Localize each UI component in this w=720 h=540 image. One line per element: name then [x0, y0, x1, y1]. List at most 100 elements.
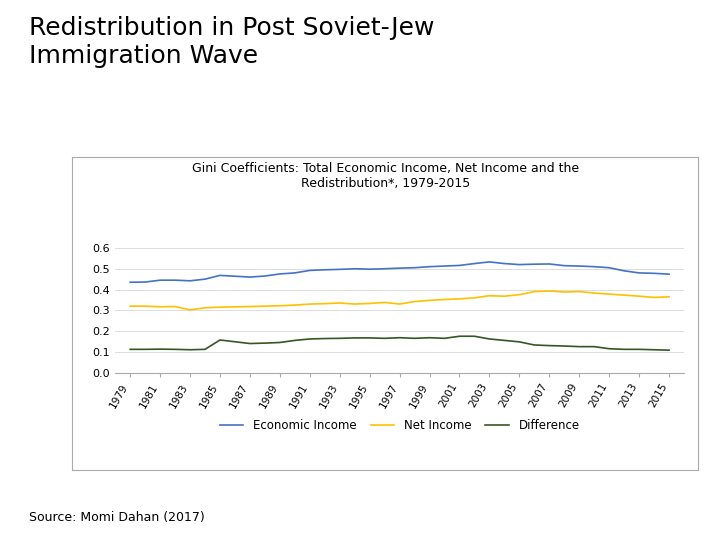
Economic Income	[500, 260, 509, 267]
Difference	[665, 347, 673, 353]
Net Income	[575, 288, 583, 295]
Economic Income	[290, 269, 299, 276]
Difference	[276, 339, 284, 346]
Net Income	[395, 301, 404, 307]
Difference	[141, 346, 150, 353]
Economic Income	[575, 263, 583, 269]
Net Income	[440, 296, 449, 303]
Net Income	[635, 293, 644, 299]
Economic Income	[336, 266, 344, 273]
Economic Income	[261, 273, 269, 279]
Difference	[290, 337, 299, 343]
Net Income	[515, 292, 523, 298]
Difference	[365, 335, 374, 341]
Difference	[336, 335, 344, 342]
Difference	[590, 343, 598, 350]
Net Income	[545, 288, 554, 294]
Difference	[380, 335, 389, 342]
Economic Income	[665, 271, 673, 278]
Economic Income	[410, 265, 419, 271]
Line: Difference: Difference	[130, 336, 669, 350]
Economic Income	[156, 277, 164, 284]
Economic Income	[320, 267, 329, 273]
Net Income	[156, 303, 164, 310]
Economic Income	[590, 264, 598, 270]
Economic Income	[186, 278, 194, 284]
Net Income	[351, 301, 359, 307]
Net Income	[201, 305, 210, 311]
Net Income	[530, 288, 539, 295]
Difference	[530, 342, 539, 348]
Legend: Economic Income, Net Income, Difference: Economic Income, Net Income, Difference	[215, 415, 584, 437]
Economic Income	[470, 260, 479, 267]
Difference	[246, 340, 254, 347]
Text: Redistribution in Post Soviet-Jew
Immigration Wave: Redistribution in Post Soviet-Jew Immigr…	[29, 16, 434, 68]
Net Income	[336, 300, 344, 306]
Line: Economic Income: Economic Income	[130, 262, 669, 282]
Economic Income	[171, 277, 179, 284]
Text: Gini Coefficients: Total Economic Income, Net Income and the
Redistribution*, 19: Gini Coefficients: Total Economic Income…	[192, 162, 579, 190]
Economic Income	[605, 265, 613, 271]
Net Income	[276, 302, 284, 309]
Economic Income	[649, 270, 658, 276]
Economic Income	[141, 279, 150, 285]
Difference	[261, 340, 269, 346]
Net Income	[186, 307, 194, 313]
Net Income	[365, 300, 374, 307]
Economic Income	[276, 271, 284, 277]
Net Income	[500, 293, 509, 299]
Economic Income	[455, 262, 464, 269]
Difference	[455, 333, 464, 340]
Economic Income	[545, 261, 554, 267]
Net Income	[605, 291, 613, 298]
Economic Income	[246, 274, 254, 280]
Line: Net Income: Net Income	[130, 291, 669, 310]
Difference	[126, 346, 135, 353]
Net Income	[290, 302, 299, 308]
Net Income	[305, 301, 314, 307]
Net Income	[320, 300, 329, 307]
Difference	[440, 335, 449, 342]
Difference	[156, 346, 164, 353]
Difference	[620, 346, 629, 353]
Difference	[635, 346, 644, 353]
Net Income	[261, 303, 269, 309]
Net Income	[485, 293, 494, 299]
Net Income	[560, 289, 569, 295]
Economic Income	[201, 276, 210, 282]
Net Income	[126, 303, 135, 309]
Net Income	[216, 304, 225, 310]
Difference	[515, 339, 523, 345]
Net Income	[246, 303, 254, 310]
Difference	[485, 336, 494, 342]
Difference	[201, 346, 210, 353]
Text: Source: Momi Dahan (2017): Source: Momi Dahan (2017)	[29, 511, 204, 524]
Economic Income	[440, 263, 449, 269]
Economic Income	[305, 267, 314, 274]
Economic Income	[426, 264, 434, 270]
Net Income	[380, 299, 389, 306]
Difference	[426, 334, 434, 341]
Difference	[351, 335, 359, 341]
Economic Income	[365, 266, 374, 272]
Net Income	[590, 290, 598, 296]
Economic Income	[380, 266, 389, 272]
Economic Income	[216, 272, 225, 279]
Difference	[410, 335, 419, 342]
Difference	[605, 346, 613, 352]
Net Income	[426, 297, 434, 303]
Difference	[545, 342, 554, 349]
Difference	[649, 347, 658, 353]
Difference	[171, 346, 179, 353]
Difference	[186, 347, 194, 353]
Economic Income	[530, 261, 539, 267]
Difference	[470, 333, 479, 340]
Economic Income	[485, 259, 494, 265]
Net Income	[649, 294, 658, 301]
Net Income	[410, 298, 419, 305]
Economic Income	[351, 266, 359, 272]
Economic Income	[560, 262, 569, 269]
Difference	[216, 337, 225, 343]
Difference	[320, 335, 329, 342]
Net Income	[620, 292, 629, 299]
